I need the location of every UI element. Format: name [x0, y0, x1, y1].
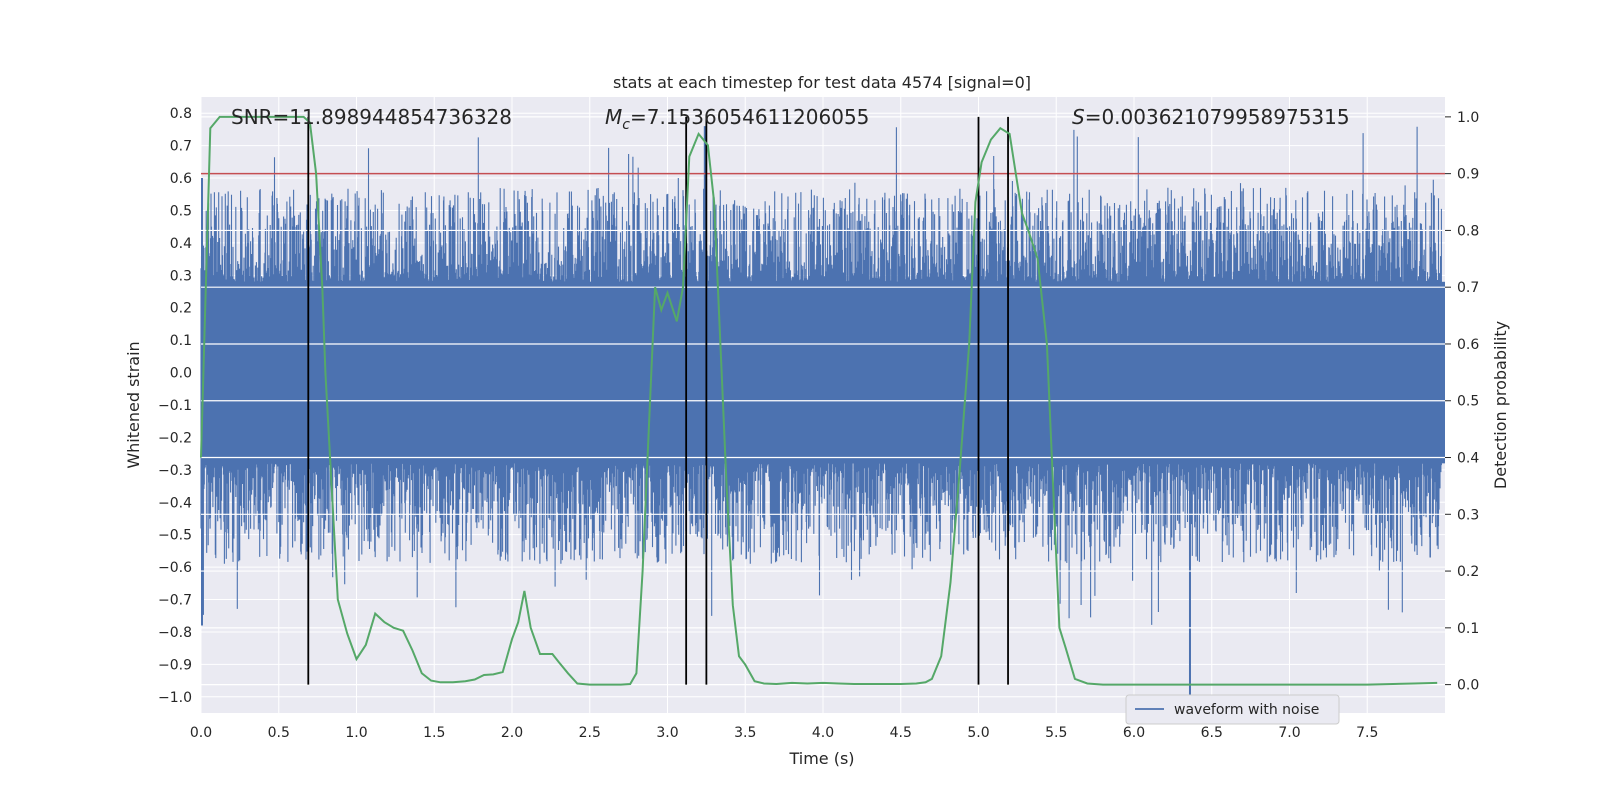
- left-tick-label: 0.2: [170, 301, 192, 317]
- left-tick-label: −1.0: [158, 690, 192, 706]
- x-tick-label: 6.5: [1201, 725, 1223, 741]
- right-axis-gridlines: [201, 116, 1445, 686]
- right-tick-label: 0.9: [1457, 167, 1479, 183]
- x-tick-label: 3.0: [656, 725, 678, 741]
- right-axis-label: Detection probability: [1491, 321, 1510, 489]
- x-axis-label: Time (s): [788, 749, 854, 768]
- chart-title: stats at each timestep for test data 457…: [613, 73, 1031, 92]
- right-tick-label: 0.7: [1457, 280, 1479, 296]
- right-tick-label: 0.1: [1457, 621, 1479, 637]
- right-tick-label: 0.0: [1457, 678, 1479, 694]
- left-tick-label: −0.9: [158, 657, 192, 673]
- x-tick-label: 5.5: [1045, 725, 1067, 741]
- right-tick-label: 1.0: [1457, 110, 1479, 126]
- left-tick-label: 0.7: [170, 139, 192, 155]
- left-tick-label: −0.7: [158, 593, 192, 609]
- x-tick-label: 1.5: [423, 725, 445, 741]
- right-tick-label: 0.4: [1457, 451, 1479, 467]
- s-symbol: S: [1072, 105, 1085, 129]
- s-value: =0.003621079958975315: [1085, 105, 1350, 129]
- left-tick-label: −0.3: [158, 463, 192, 479]
- x-tick-label: 4.0: [812, 725, 834, 741]
- left-axis-label: Whitened strain: [124, 341, 143, 468]
- x-tick-label: 5.0: [967, 725, 989, 741]
- x-tick-label: 0.5: [268, 725, 290, 741]
- x-tick-label: 2.5: [579, 725, 601, 741]
- x-tick-label: 4.5: [890, 725, 912, 741]
- x-tick-label: 6.0: [1123, 725, 1145, 741]
- left-tick-label: −0.4: [158, 495, 192, 511]
- x-tick-label: 1.0: [345, 725, 367, 741]
- left-tick-label: 0.6: [170, 171, 192, 187]
- x-tick-label: 7.0: [1278, 725, 1300, 741]
- detection-probability-line: [200, 115, 1438, 686]
- chirp-mass-value: =7.1536054611206055: [630, 105, 869, 129]
- waveform-core-band: [201, 281, 1445, 464]
- right-axis-ticks: 1.0 0.9 0.8 0.7 0.6 0.5 0.4 0.3 0.2 0.1 0.0: [1445, 110, 1479, 694]
- x-tick-label: 2.0: [501, 725, 523, 741]
- snr-annotation: SNR=11.898944854736328: [231, 105, 512, 129]
- left-tick-label: 0.3: [170, 268, 192, 284]
- right-tick-label: 0.6: [1457, 337, 1479, 353]
- right-tick-label: 0.8: [1457, 223, 1479, 239]
- x-tick-label: 0.0: [190, 725, 212, 741]
- left-tick-label: 0.1: [170, 333, 192, 349]
- right-tick-label: 0.2: [1457, 564, 1479, 580]
- left-tick-label: 0.5: [170, 203, 192, 219]
- left-tick-label: 0.0: [170, 366, 192, 382]
- s-annotation: S=0.003621079958975315: [1072, 105, 1350, 129]
- right-tick-label: 0.3: [1457, 507, 1479, 523]
- x-tick-label: 7.5: [1356, 725, 1378, 741]
- left-tick-label: −0.8: [158, 625, 192, 641]
- left-tick-label: −0.1: [158, 398, 192, 414]
- right-tick-label: 0.5: [1457, 394, 1479, 410]
- left-tick-label: −0.5: [158, 528, 192, 544]
- left-tick-label: −0.6: [158, 560, 192, 576]
- left-axis-ticks: 0.8 0.7 0.6 0.5 0.4 0.3 0.2 0.1 0.0 −0.1 −0.2 −0.3 −…: [158, 106, 192, 706]
- left-tick-label: 0.8: [170, 106, 192, 122]
- x-tick-label: 3.5: [734, 725, 756, 741]
- left-tick-label: 0.4: [170, 236, 192, 252]
- legend: waveform with noise: [1125, 694, 1340, 725]
- x-axis-ticks: 0.0 0.5 1.0 1.5 2.0 2.5 3.0 3.5 4.0 4.5 5.0 5.5 6.0 6…: [190, 725, 1379, 741]
- waveform-series: [200, 126, 1445, 697]
- legend-label-waveform: waveform with noise: [1174, 702, 1319, 718]
- chirp-mass-symbol: M: [605, 105, 622, 129]
- legend-box: [1125, 694, 1340, 725]
- chirp-mass-subscript: c: [622, 117, 630, 133]
- chirp-mass-annotation: Mc=7.1536054611206055: [605, 105, 869, 133]
- left-tick-label: −0.2: [158, 430, 192, 446]
